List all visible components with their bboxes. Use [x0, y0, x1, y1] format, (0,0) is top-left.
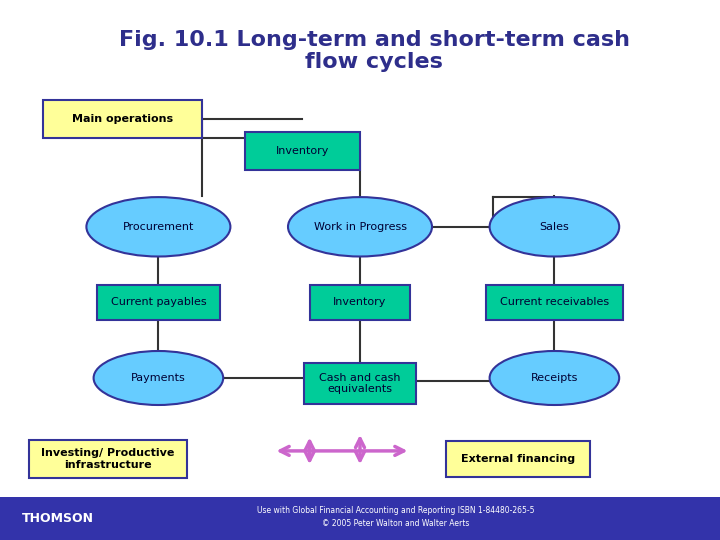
Ellipse shape: [490, 197, 619, 256]
Text: Fig. 10.1 Long-term and short-term cash: Fig. 10.1 Long-term and short-term cash: [119, 30, 630, 51]
Text: External financing: External financing: [462, 454, 575, 464]
Text: THOMSON: THOMSON: [22, 512, 94, 525]
Text: Work in Progress: Work in Progress: [313, 222, 407, 232]
Text: Current payables: Current payables: [111, 298, 206, 307]
Text: Procurement: Procurement: [122, 222, 194, 232]
Text: Current receivables: Current receivables: [500, 298, 609, 307]
FancyBboxPatch shape: [310, 285, 410, 320]
Text: © 2005 Peter Walton and Walter Aerts: © 2005 Peter Walton and Walter Aerts: [323, 519, 469, 528]
Ellipse shape: [288, 197, 432, 256]
FancyBboxPatch shape: [245, 132, 360, 170]
Text: Cash and cash
equivalents: Cash and cash equivalents: [319, 373, 401, 394]
Ellipse shape: [94, 351, 223, 405]
Text: Investing/ Productive
infrastructure: Investing/ Productive infrastructure: [41, 448, 175, 470]
Text: Inventory: Inventory: [333, 298, 387, 307]
FancyBboxPatch shape: [29, 440, 187, 478]
Bar: [0, 497, 720, 540]
Text: Use with Global Financial Accounting and Reporting ISBN 1-84480-265-5: Use with Global Financial Accounting and…: [257, 506, 535, 515]
FancyBboxPatch shape: [446, 442, 590, 477]
Text: Payments: Payments: [131, 373, 186, 383]
FancyBboxPatch shape: [304, 363, 416, 404]
FancyBboxPatch shape: [486, 285, 623, 320]
Ellipse shape: [86, 197, 230, 256]
Text: Main operations: Main operations: [72, 114, 173, 124]
FancyBboxPatch shape: [43, 100, 202, 138]
FancyBboxPatch shape: [97, 285, 220, 320]
Text: Inventory: Inventory: [276, 146, 329, 156]
Text: Sales: Sales: [539, 222, 570, 232]
Ellipse shape: [490, 351, 619, 405]
Text: flow cycles: flow cycles: [305, 52, 444, 72]
Text: Receipts: Receipts: [531, 373, 578, 383]
